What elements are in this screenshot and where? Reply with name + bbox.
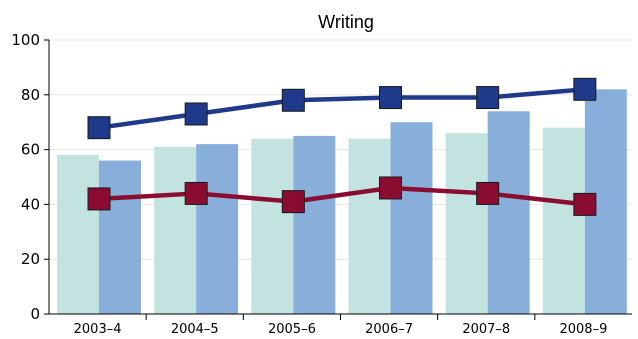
x-tick-label: 2006–7 [365,322,413,337]
bar-s0-3 [348,138,391,314]
bars [57,89,627,315]
y-tick-label: 0 [30,305,40,323]
series-marker-0-3 [379,86,402,110]
series-marker-1-4 [476,181,500,205]
series-marker-0-2 [281,88,305,112]
axes [44,39,632,320]
y-tick-label: 100 [11,31,40,49]
bar-s1-3 [390,122,433,314]
chart-title: Writing [318,12,374,32]
bar-s1-2 [293,135,336,314]
bar-s1-0 [99,160,141,314]
y-tick-label: 20 [21,250,40,268]
y-tick-label: 40 [21,195,40,213]
x-tick-label: 2003–4 [74,322,122,337]
series-line-1 [98,185,586,207]
bar-s0-2 [251,138,294,314]
x-tick-label: 2004–5 [171,322,219,337]
series-marker-0-4 [476,86,500,110]
bar-s1-1 [196,144,239,314]
y-tick-labels: 0 20 40 60 80 100 [11,31,40,323]
series-marker-1-5 [573,192,597,216]
series-marker-1-2 [281,190,305,214]
bar-s0-4 [445,133,488,314]
series-marker-1-3 [379,176,402,200]
bar-s0-5 [542,127,585,315]
series-marker-0-0 [87,116,111,140]
y-tick-label: 80 [21,86,40,104]
series-marker-1-1 [184,181,208,205]
bar-s0-0 [57,155,99,314]
lines [87,77,597,216]
x-tick-label: 2005–6 [268,322,316,337]
series-marker-1-0 [87,187,111,211]
x-tick-labels: 2003–4 2004–5 2005–6 2006–7 2007–8 2008–9 [74,322,608,337]
x-tick-label: 2007–8 [462,322,510,337]
y-tick-label: 60 [21,141,40,159]
series-line-0 [98,87,586,130]
x-tick-label: 2008–9 [559,322,607,337]
bar-s1-4 [487,111,530,315]
bar-s0-1 [154,146,197,314]
series-marker-0-5 [573,77,597,101]
series-marker-0-1 [184,102,208,126]
